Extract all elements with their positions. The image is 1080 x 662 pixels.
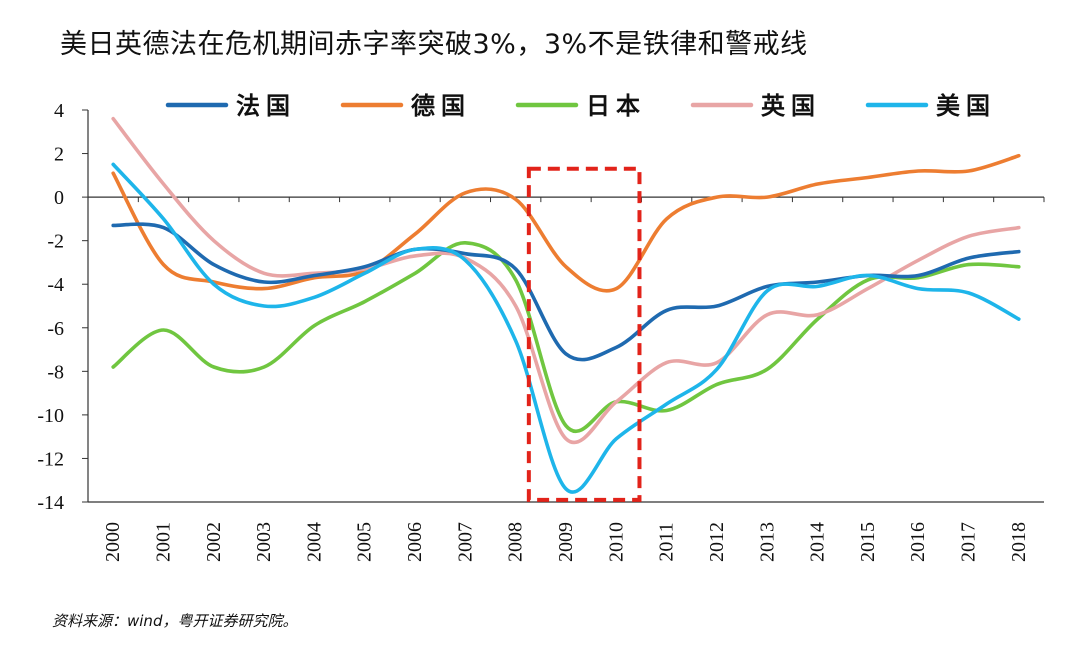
y-tick-label: -8 [47, 361, 64, 383]
highlight-region [526, 166, 642, 502]
y-tick-label: 4 [54, 100, 64, 122]
x-tick-label: 2015 [857, 522, 879, 562]
legend-label-3: 日本 [586, 92, 646, 120]
x-tick-label: 2009 [555, 522, 577, 562]
x-tick-label: 2011 [656, 522, 678, 561]
series-line-5 [111, 162, 1021, 494]
y-axis-ticks: 4 2 0 -2 -4 -6 -8 -10 -12 -14 [37, 100, 88, 514]
x-tick-label: 2004 [303, 522, 325, 562]
x-tick-label: 2013 [756, 522, 778, 562]
legend: 法国 德国 日本 英国 美国 [165, 92, 996, 120]
x-tick-label: 2012 [706, 522, 728, 562]
x-tick-label: 2007 [454, 522, 476, 562]
x-tick-label: 2001 [152, 522, 174, 562]
highlight-box [526, 166, 642, 502]
series-lines [111, 116, 1021, 494]
chart-title: 美日英德法在危机期间赤字率突破3%，3%不是铁律和警戒线 [60, 29, 808, 60]
x-tick-label: 2000 [102, 522, 124, 562]
y-tick-label: 2 [54, 144, 64, 166]
series-line-1 [111, 222, 1021, 362]
y-tick-label: -10 [37, 405, 64, 427]
legend-label-5: 美国 [936, 92, 996, 120]
x-axis-ticks: 2000 2001 2002 2003 2004 2005 2006 2007 2008 2009… [87, 197, 1045, 562]
legend-label-4: 英国 [761, 92, 821, 120]
x-tick-label: 2018 [1008, 522, 1030, 562]
x-tick-label: 2002 [203, 522, 225, 562]
x-tick-label: 2017 [958, 522, 980, 562]
x-tick-label: 2014 [807, 522, 829, 562]
x-tick-label: 2006 [404, 522, 426, 562]
y-tick-label: 0 [54, 187, 64, 209]
series-line-3 [111, 241, 1021, 434]
series-line-4 [111, 116, 1021, 445]
x-tick-label: 2016 [907, 522, 929, 562]
x-tick-label: 2010 [605, 522, 627, 562]
y-tick-label: -14 [37, 492, 64, 514]
legend-label-2: 德国 [411, 92, 471, 120]
legend-label-1: 法国 [236, 92, 296, 120]
y-tick-label: -6 [47, 318, 64, 340]
source-note: 资料来源：wind，粤开证券研究院。 [52, 612, 298, 630]
x-tick-label: 2005 [354, 522, 376, 562]
series-line-2 [111, 153, 1021, 293]
y-tick-label: -2 [47, 231, 64, 253]
y-tick-label: -12 [37, 448, 64, 470]
x-tick-label: 2008 [505, 522, 527, 562]
axes [87, 110, 1044, 503]
y-tick-label: -4 [47, 274, 64, 296]
x-tick-label: 2003 [253, 522, 275, 562]
